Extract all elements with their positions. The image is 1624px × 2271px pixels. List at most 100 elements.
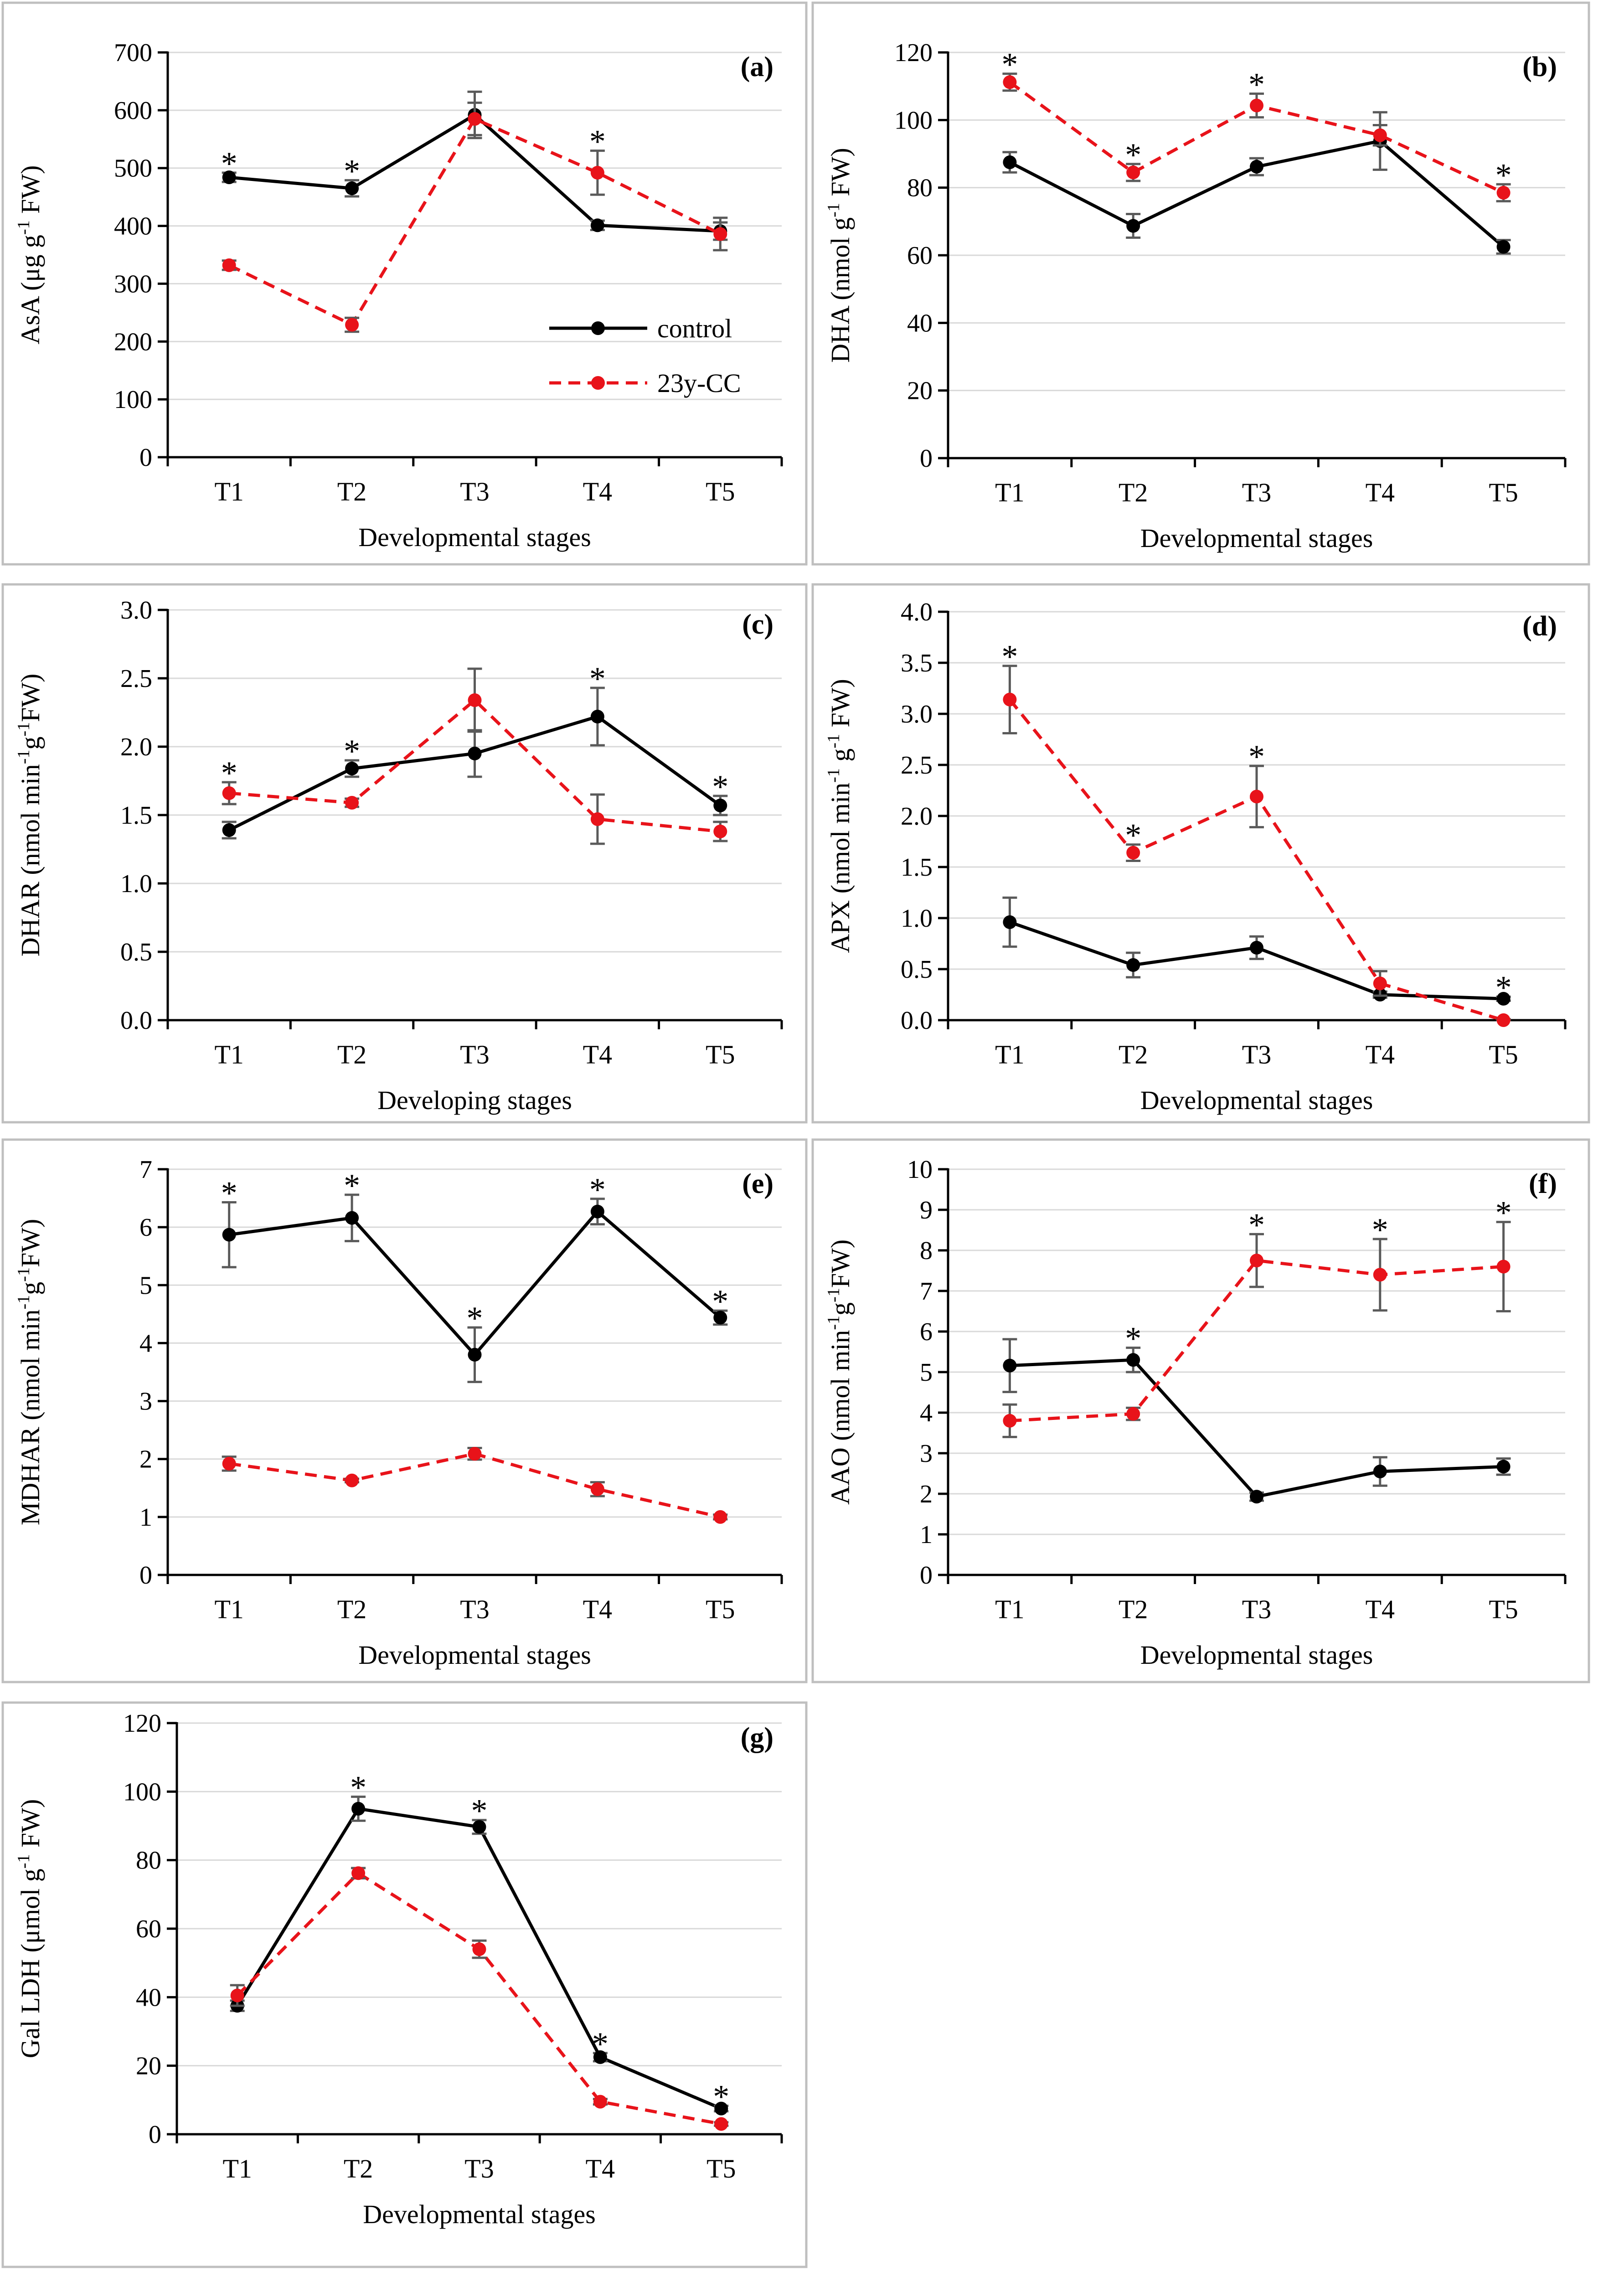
x-tick-label: T5 [1489, 1040, 1518, 1069]
data-point [714, 2117, 728, 2131]
panel-label: (e) [742, 1168, 773, 1199]
data-point [1126, 1407, 1140, 1421]
data-point [345, 181, 359, 196]
x-axis-title: Developmental stages [1140, 1085, 1373, 1115]
legend-marker-control [591, 321, 605, 335]
y-tick-label: 2.0 [901, 802, 933, 831]
data-point [345, 796, 359, 810]
x-tick-label: T4 [1366, 478, 1395, 507]
y-tick-label: 120 [123, 1709, 161, 1738]
series-line [229, 698, 721, 833]
significance-star: * [1125, 1321, 1141, 1357]
series-line [1009, 139, 1505, 248]
data-point [230, 1988, 244, 2003]
y-tick-label: 9 [920, 1196, 933, 1224]
data-point [1250, 940, 1263, 955]
panel-label: (d) [1522, 611, 1557, 642]
data-point [1003, 155, 1017, 170]
x-tick-label: T3 [1242, 1040, 1271, 1069]
y-tick-label: 6 [920, 1318, 933, 1346]
series-treatment [222, 667, 728, 845]
y-tick-label: 300 [114, 270, 152, 298]
significance-star: * [344, 733, 360, 769]
y-tick-label: 120 [894, 39, 933, 67]
x-tick-label: T5 [1489, 478, 1518, 507]
y-tick-label: 4 [920, 1399, 933, 1427]
data-point [593, 2050, 607, 2064]
series-control [230, 1796, 729, 2116]
y-axis-title: DHAR (nmol min-1g-1FW) [14, 674, 45, 957]
x-axis-title: Developmental stages [358, 1640, 591, 1670]
y-tick-label: 4 [139, 1329, 152, 1357]
data-point [1250, 160, 1263, 174]
x-tick-label: T3 [1242, 478, 1271, 507]
series-line [229, 1452, 721, 1519]
data-point [468, 1347, 482, 1362]
panel-frame [1, 583, 808, 1124]
significance-star: * [592, 2026, 608, 2062]
x-tick-label: T3 [460, 477, 489, 506]
data-point [468, 747, 482, 760]
significance-star: * [1125, 137, 1141, 173]
data-point [1126, 165, 1140, 180]
data-point [1496, 1259, 1511, 1274]
series-treatment [1002, 72, 1511, 202]
y-tick-label: 1 [139, 1503, 152, 1532]
x-axis-title: Developmental stages [1140, 523, 1373, 553]
y-tick-label: 700 [114, 39, 152, 67]
significance-star: * [221, 145, 237, 182]
panel-frame [1, 1138, 808, 1683]
y-tick-label: 2.5 [120, 665, 152, 693]
series-control [222, 1193, 728, 1383]
significance-star: * [589, 661, 606, 697]
chart-panel-e: 0 1 2 3 4 5 6 7 T1 T2 T3 T4 T5 Developmental stages MD… [1, 1138, 808, 1683]
data-point [713, 1510, 727, 1524]
panel-frame [811, 1, 1590, 566]
x-tick-label: T2 [337, 477, 366, 506]
significance-star: * [221, 755, 237, 791]
data-point [1250, 1490, 1263, 1504]
significance-star: * [221, 1175, 237, 1211]
data-point [1003, 915, 1017, 929]
y-tick-label: 3 [139, 1388, 152, 1416]
series-treatment [1002, 665, 1511, 1027]
y-tick-label: 500 [114, 155, 152, 183]
data-point [345, 762, 359, 775]
data-point [590, 812, 604, 826]
y-tick-label: 1.5 [901, 853, 933, 882]
y-axis-title: DHA (nmol g-1 FW) [824, 148, 855, 362]
y-axis-title: MDHAR (nmol min-1g-1FW) [14, 1219, 45, 1525]
x-tick-label: T2 [1119, 1595, 1148, 1624]
y-tick-label: 200 [114, 328, 152, 356]
y-axis-title: AAO (nmol min-1g-1FW) [824, 1239, 855, 1505]
x-tick-label: T5 [706, 1040, 735, 1069]
y-tick-label: 3.0 [901, 700, 933, 728]
x-tick-label: T1 [995, 1040, 1024, 1069]
data-point [1496, 186, 1511, 200]
data-point [1003, 1358, 1017, 1373]
data-point [1496, 1013, 1511, 1027]
y-tick-label: 3 [920, 1440, 933, 1468]
significance-star: * [471, 1793, 488, 1829]
series-control [1002, 1338, 1511, 1504]
x-tick-label: T1 [214, 477, 243, 506]
y-tick-label: 600 [114, 97, 152, 125]
y-tick-label: 400 [114, 212, 152, 241]
y-tick-label: 80 [907, 174, 933, 202]
data-point [713, 1311, 727, 1325]
y-tick-label: 100 [114, 386, 152, 414]
y-tick-label: 0.5 [901, 955, 933, 984]
panel-label: (g) [741, 1722, 773, 1753]
y-tick-label: 0 [920, 444, 933, 473]
panel-label: (b) [1522, 52, 1557, 83]
data-point [1373, 128, 1387, 142]
y-tick-label: 2.0 [120, 733, 152, 761]
data-point [468, 112, 482, 126]
y-tick-label: 1.0 [901, 904, 933, 933]
x-tick-label: T1 [214, 1595, 243, 1624]
data-point [1126, 846, 1140, 860]
data-point [1250, 790, 1263, 804]
y-axis-title: Gal LDH (μmol g-1 FW) [14, 1799, 45, 2059]
y-tick-label: 20 [907, 377, 933, 405]
y-axis-title: AsA (μg g-1 FW) [14, 165, 45, 344]
